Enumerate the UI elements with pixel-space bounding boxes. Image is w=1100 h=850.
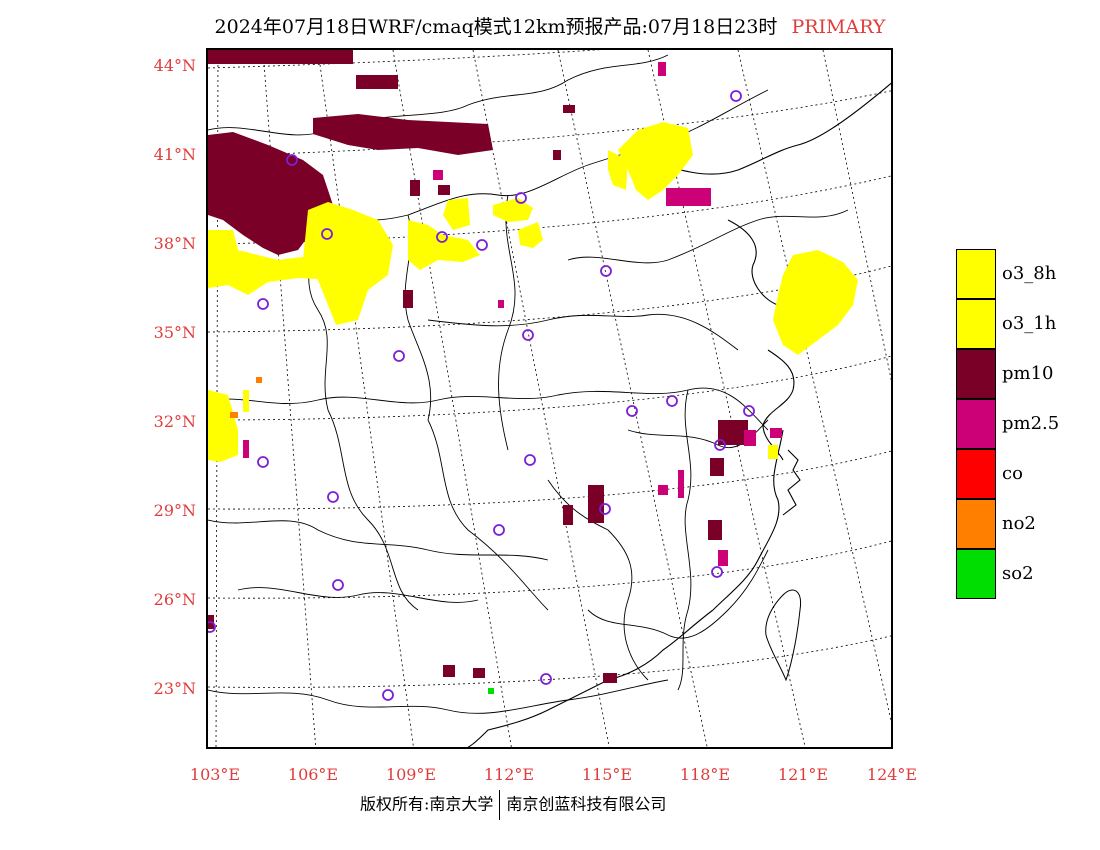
lat-label-41: 41°N <box>153 145 196 164</box>
taiwan-outline <box>765 589 802 682</box>
lat-label-38: 38°N <box>153 234 196 253</box>
pm25-areas <box>243 62 782 566</box>
lon-label-124: 124°E <box>866 765 918 784</box>
lat-label-29: 29°N <box>153 501 196 520</box>
lat-label-26: 26°N <box>153 590 196 609</box>
lon-label-106: 106°E <box>287 765 339 784</box>
legend-label: o3_1h <box>1002 313 1057 334</box>
so2-areas <box>488 688 494 694</box>
legend-item-o3-8h: o3_8h <box>956 249 1096 299</box>
legend-label: o3_8h <box>1002 263 1057 284</box>
lon-label-112: 112°E <box>483 765 535 784</box>
lat-label-23: 23°N <box>153 679 196 698</box>
province-boundaries <box>208 54 849 714</box>
coastline <box>467 82 891 747</box>
title-main: 2024年07月18日WRF/cmaq模式12km预报产品:07月18日23时 <box>214 16 778 38</box>
lon-label-109: 109°E <box>385 765 437 784</box>
station-markers <box>208 90 755 701</box>
legend-item-so2: so2 <box>956 549 1096 599</box>
legend-item-pm25: pm2.5 <box>956 399 1096 449</box>
map-title: 2024年07月18日WRF/cmaq模式12km预报产品:07月18日23时 P… <box>0 12 1100 39</box>
lat-label-32: 32°N <box>153 412 196 431</box>
legend-label: co <box>1002 463 1023 484</box>
lat-label-44: 44°N <box>153 56 196 75</box>
legend-swatch <box>956 249 996 299</box>
forecast-map <box>206 48 893 749</box>
copyright-footer: 版权所有:南京大学 南京创蓝科技有限公司 <box>360 790 666 820</box>
lon-label-121: 121°E <box>777 765 829 784</box>
copyright-left: 版权所有:南京大学 <box>360 794 494 814</box>
legend-item-pm10: pm10 <box>956 349 1096 399</box>
legend-swatch <box>956 299 996 349</box>
legend-swatch <box>956 399 996 449</box>
legend-item-o3-1h: o3_1h <box>956 299 1096 349</box>
title-tag: PRIMARY <box>791 16 886 38</box>
legend-swatch <box>956 449 996 499</box>
lon-label-118: 118°E <box>679 765 731 784</box>
o3-areas <box>208 122 858 462</box>
no2-areas <box>230 377 262 418</box>
legend-item-no2: no2 <box>956 499 1096 549</box>
pm10-areas <box>208 50 748 683</box>
legend-label: so2 <box>1002 563 1034 584</box>
legend-label: no2 <box>1002 513 1036 534</box>
lon-label-115: 115°E <box>581 765 633 784</box>
footer-divider <box>499 790 501 820</box>
legend-label: pm2.5 <box>1002 413 1060 434</box>
lon-label-103: 103°E <box>189 765 241 784</box>
map-canvas <box>208 50 891 747</box>
copyright-right: 南京创蓝科技有限公司 <box>506 794 667 814</box>
legend-item-co: co <box>956 449 1096 499</box>
legend-swatch <box>956 349 996 399</box>
legend-swatch <box>956 499 996 549</box>
lat-label-35: 35°N <box>153 323 196 342</box>
legend-swatch <box>956 549 996 599</box>
legend-label: pm10 <box>1002 363 1054 384</box>
